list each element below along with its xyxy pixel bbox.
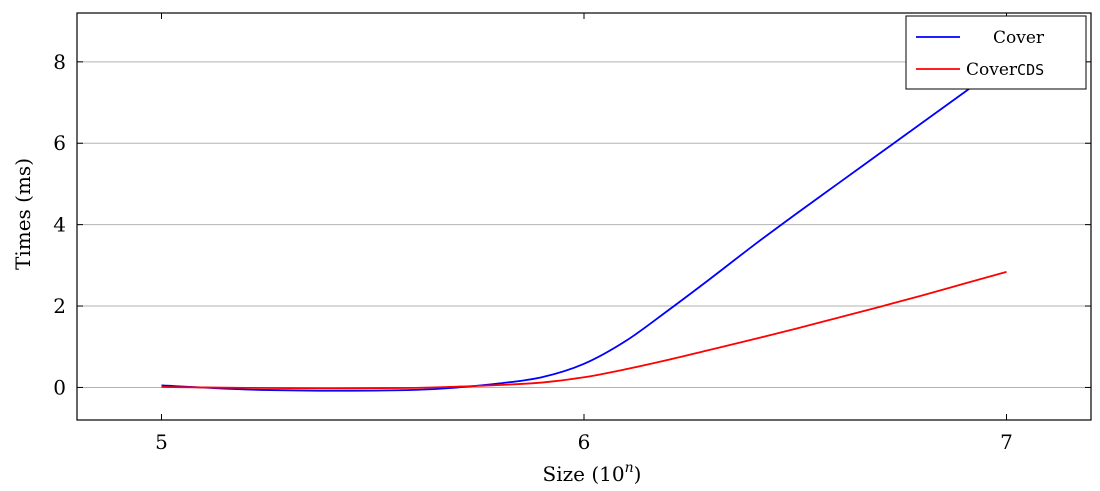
y-tick-label: 2	[53, 294, 66, 318]
legend-label-covercds: CoverCDS	[966, 60, 1044, 80]
series-line-covercds	[161, 270, 1007, 390]
x-tick-label: 5	[155, 430, 168, 454]
y-axis-label: Times (ms)	[11, 158, 35, 270]
y-tick-label: 4	[53, 213, 66, 237]
axis-ticks: 0 2 4 6 8 5 6 7	[53, 13, 1091, 454]
y-tick-label: 8	[53, 50, 66, 74]
x-axis-label: Size (10n)	[543, 460, 642, 486]
grid-lines	[77, 61, 1091, 388]
legend: Cover CoverCDS	[905, 15, 1087, 90]
x-tick-label: 6	[578, 430, 591, 454]
legend-box	[905, 15, 1087, 90]
x-tick-label: 7	[1000, 430, 1013, 454]
series-layer	[161, 61, 1008, 392]
legend-label-cover: Cover	[993, 28, 1045, 48]
y-tick-label: 0	[53, 375, 66, 399]
series-line-cover	[161, 61, 1008, 392]
y-tick-label: 6	[53, 131, 66, 155]
